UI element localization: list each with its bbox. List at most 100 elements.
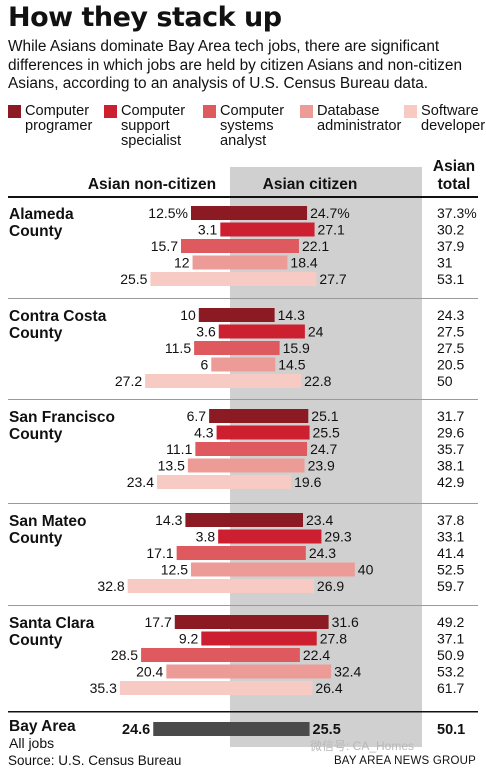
value-label-total: 53.1: [437, 271, 464, 287]
value-label-non-citizen: 32.8: [97, 578, 124, 594]
value-label-non-citizen: 3.6: [196, 324, 216, 340]
value-label-non-citizen: 11.5: [165, 340, 191, 356]
bar-citizen: [230, 308, 275, 322]
value-label-citizen: 23.9: [308, 458, 335, 474]
bar-citizen: [230, 513, 304, 527]
bar-citizen: [230, 562, 355, 577]
value-label-total: 37.1: [437, 631, 464, 647]
value-label-citizen: 18.4: [290, 255, 317, 271]
value-label-citizen: 24.3: [309, 545, 336, 561]
value-label-non-citizen: 27.2: [115, 373, 142, 389]
bar-non-citizen: [127, 579, 230, 593]
value-label-citizen: 26.9: [317, 578, 344, 594]
bar-citizen: [230, 529, 322, 544]
value-label-total: 50: [437, 373, 453, 389]
summary-value-citizen: 25.5: [313, 722, 341, 738]
value-label-non-citizen: 17.1: [146, 545, 173, 561]
value-label-citizen: 15.9: [283, 340, 310, 356]
summary-label: Bay Area: [9, 718, 76, 735]
value-label-non-citizen: 12.5: [161, 562, 188, 578]
bar-citizen: [230, 272, 317, 286]
group-label: County: [9, 325, 63, 342]
bar-citizen: [230, 425, 310, 440]
value-label-total: 20.5: [437, 357, 464, 373]
group-label: Santa Clara: [9, 615, 95, 632]
bar-non-citizen: [176, 546, 230, 560]
value-label-total: 31: [437, 255, 453, 271]
chart-title: How they stack up: [8, 2, 282, 33]
value-label-total: 38.1: [437, 458, 464, 474]
bar-non-citizen: [218, 324, 230, 339]
value-label-non-citizen: 10: [180, 307, 196, 323]
legend-label: Database administrator: [317, 103, 402, 134]
value-label-total: 29.6: [437, 425, 464, 441]
bar-non-citizen: [156, 475, 230, 489]
group-label: San Mateo: [9, 513, 87, 530]
watermark: 微信号: CA_Homes: [310, 739, 415, 753]
bar-non-citizen: [150, 272, 230, 286]
value-label-total: 50.9: [437, 647, 464, 663]
value-label-total: 35.7: [437, 441, 464, 457]
bar-non-citizen: [185, 513, 230, 527]
bar-non-citizen: [141, 648, 230, 662]
legend-swatch: [203, 105, 216, 118]
bar-citizen: [230, 475, 292, 489]
bar-citizen: [230, 664, 332, 679]
bar-non-citizen: [209, 409, 230, 423]
summary-rule: [8, 711, 478, 713]
group-divider: [8, 605, 478, 606]
value-label-non-citizen: 14.3: [155, 512, 182, 528]
value-label-citizen: 22.1: [302, 238, 329, 254]
bar-non-citizen: [174, 615, 230, 629]
bar-non-citizen: [145, 374, 230, 388]
value-label-citizen: 25.5: [313, 425, 340, 441]
value-label-citizen: 31.6: [332, 614, 359, 630]
value-label-citizen: 14.3: [278, 307, 305, 323]
value-label-non-citizen: 15.7: [151, 238, 178, 254]
value-label-citizen: 27.8: [320, 631, 347, 647]
bar-citizen: [230, 409, 309, 423]
value-label-total: 37.8: [437, 512, 464, 528]
value-label-citizen: 25.1: [311, 408, 338, 424]
group-label: County: [9, 426, 63, 443]
bar-non-citizen: [211, 357, 230, 372]
value-label-total: 27.5: [437, 324, 464, 340]
chart-subtitle: While Asians dominate Bay Area tech jobs…: [8, 38, 463, 92]
bar-citizen: [230, 255, 288, 270]
value-label-citizen: 19.6: [294, 474, 321, 490]
value-label-citizen: 27.7: [319, 271, 346, 287]
bar-non-citizen: [166, 664, 230, 679]
value-label-non-citizen: 23.4: [127, 474, 154, 490]
bar-non-citizen: [181, 239, 230, 253]
legend-swatch: [104, 105, 117, 118]
bar-non-citizen: [198, 308, 230, 322]
bar-non-citizen: [220, 222, 230, 237]
bar-non-citizen: [191, 562, 230, 577]
value-label-total: 33.1: [437, 529, 464, 545]
bar-non-citizen: [187, 458, 230, 473]
value-label-total: 24.3: [437, 307, 464, 323]
value-label-citizen: 24.7: [310, 441, 337, 457]
bar-summary-non-citizen: [153, 722, 230, 736]
value-label-citizen: 22.8: [304, 373, 331, 389]
value-label-citizen: 40: [358, 562, 374, 578]
value-label-non-citizen: 20.4: [136, 664, 163, 680]
group-label: San Francisco: [9, 409, 115, 426]
value-label-total: 31.7: [437, 408, 464, 424]
group-divider: [8, 399, 478, 400]
bar-citizen: [230, 546, 306, 560]
value-label-citizen: 22.4: [303, 647, 330, 663]
value-label-non-citizen: 9.2: [179, 631, 199, 647]
value-label-citizen: 24.7%: [310, 205, 350, 221]
value-label-total: 61.7: [437, 680, 464, 696]
summary-value-total: 50.1: [437, 722, 465, 738]
group-label: Alameda: [9, 206, 74, 223]
value-label-total: 37.3%: [437, 205, 477, 221]
bar-citizen: [230, 222, 315, 237]
credit-line: BAY AREA NEWS GROUP: [333, 755, 476, 767]
bar-non-citizen: [195, 442, 230, 456]
legend-swatch: [8, 105, 21, 118]
bar-citizen: [230, 239, 299, 253]
bar-citizen: [230, 341, 280, 355]
